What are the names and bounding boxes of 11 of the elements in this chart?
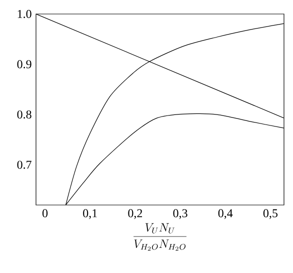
x-tick-label: 0,1 (83, 209, 97, 220)
y-tick-label: 0.8 (17, 110, 32, 119)
y-tick-label: 0.7 (17, 160, 32, 169)
x-tick-label: 0,5 (263, 209, 278, 220)
x-tick-label: 0 (42, 209, 48, 218)
y-tick-label: 1.0 (18, 10, 32, 18)
x-axis-title: $\frac{V_U N_U}{V_{H_2O} N_{H_2O}}$ (134, 223, 186, 251)
y-tick-label: 0.9 (17, 60, 32, 68)
x-tick-label: 0,3 (173, 209, 188, 220)
x-tick-label: 0,4 (218, 209, 233, 220)
x-tick-label: 0,2 (128, 209, 142, 220)
